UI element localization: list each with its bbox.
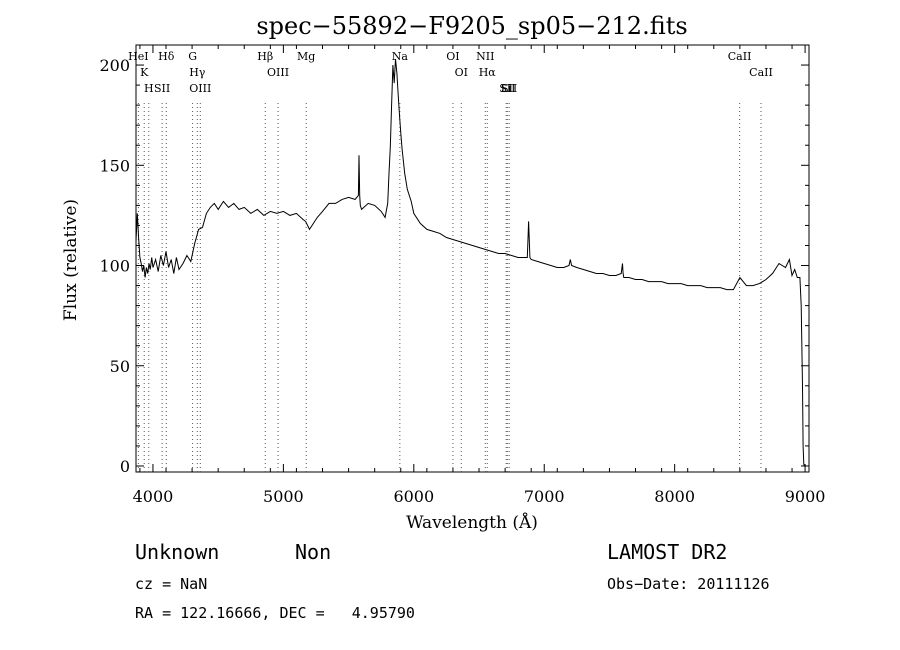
spectral-line-label: Li (501, 82, 512, 95)
x-tick-label: 8000 (654, 487, 695, 506)
y-tick-label: 0 (120, 457, 130, 476)
spectral-line-label: OIII (189, 82, 211, 95)
object-class: Unknown (135, 540, 220, 564)
spectral-line-label: CaII (728, 50, 752, 63)
spectral-line-label: HeI (128, 50, 148, 63)
spectral-line-label: SII (154, 82, 170, 95)
y-tick-label: 150 (99, 156, 130, 175)
spectral-line-label: OI (455, 66, 468, 79)
spectral-line-label: Hα (479, 66, 497, 79)
spectral-line-label: SII (499, 82, 515, 95)
spectrum-line (135, 58, 805, 467)
x-tick-label: 6000 (393, 487, 434, 506)
spectral-line-label: Hβ (257, 50, 273, 63)
x-tick-label: 4000 (133, 487, 174, 506)
x-tick-label: 5000 (263, 487, 304, 506)
spectral-line-label: Na (392, 50, 409, 63)
y-axis-label: Flux (relative) (61, 199, 81, 321)
object-subclass: Non (295, 540, 332, 564)
spectral-line-label: Mg (297, 50, 315, 63)
spectral-line-label: OI (446, 50, 459, 63)
ra-dec: RA = 122.16666, DEC = 4.95790 (135, 604, 415, 622)
survey-name: LAMOST DR2 (607, 540, 728, 564)
spectral-line-label: CaII (749, 66, 773, 79)
spectral-line-label: Hγ (189, 66, 206, 79)
spectral-line-label: OIII (267, 66, 289, 79)
chart-title: spec−55892−F9205_sp05−212.fits (256, 12, 687, 40)
x-axis-label: Wavelength (Å) (406, 512, 538, 533)
spectral-line-markers (137, 103, 762, 472)
spectral-line-label: K (140, 66, 149, 79)
y-tick-label: 100 (99, 257, 130, 276)
redshift-cz: cz = NaN (135, 575, 208, 593)
spectral-line-label: H (144, 82, 154, 95)
spectral-line-label: Hδ (158, 50, 175, 63)
x-axis-ticks: 4000 5000 6000 7000 8000 9000 (133, 45, 826, 506)
spectral-line-label: G (188, 50, 197, 63)
y-axis-ticks: 0 50 100 150 200 (99, 56, 809, 476)
plot-frame (135, 44, 810, 473)
spectral-line-label: NII (476, 50, 494, 63)
x-tick-label: 7000 (524, 487, 565, 506)
y-tick-label: 50 (110, 357, 130, 376)
x-tick-label: 9000 (785, 487, 826, 506)
obs-date: Obs−Date: 20111126 (607, 575, 770, 593)
y-tick-label: 200 (99, 56, 130, 75)
spectral-line-label: SII (501, 82, 517, 95)
